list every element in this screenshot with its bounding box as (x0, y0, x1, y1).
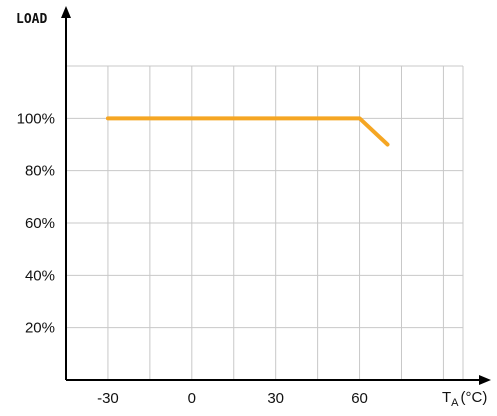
y-tick-label: 40% (25, 267, 55, 284)
series-line (105, 116, 390, 147)
x-tick-label: -30 (97, 390, 119, 407)
y-tick-label: 60% (25, 215, 55, 232)
x-axis-arrow-icon (479, 375, 491, 385)
x-tick-label: 60 (351, 390, 368, 407)
y-tick-label: 80% (25, 163, 55, 180)
y-axis-arrow-icon (61, 6, 71, 18)
x-axis-title-unit: (°C) (461, 389, 488, 406)
grid (65, 65, 464, 380)
y-tick-label: 20% (25, 320, 55, 337)
x-tick-label: 0 (188, 390, 196, 407)
y-axis-title: LOAD (16, 12, 47, 27)
series (105, 116, 390, 147)
x-axis-title-sub: A (451, 397, 459, 409)
x-tick-label: 30 (267, 390, 284, 407)
x-axis-title: TA (°C) (442, 389, 487, 409)
y-tick-label: 100% (17, 110, 55, 127)
axes (61, 6, 491, 385)
labels: 20% 40% 60% 80% 100% -30 0 30 60 (17, 110, 368, 407)
x-axis-title-main: T (442, 389, 451, 406)
